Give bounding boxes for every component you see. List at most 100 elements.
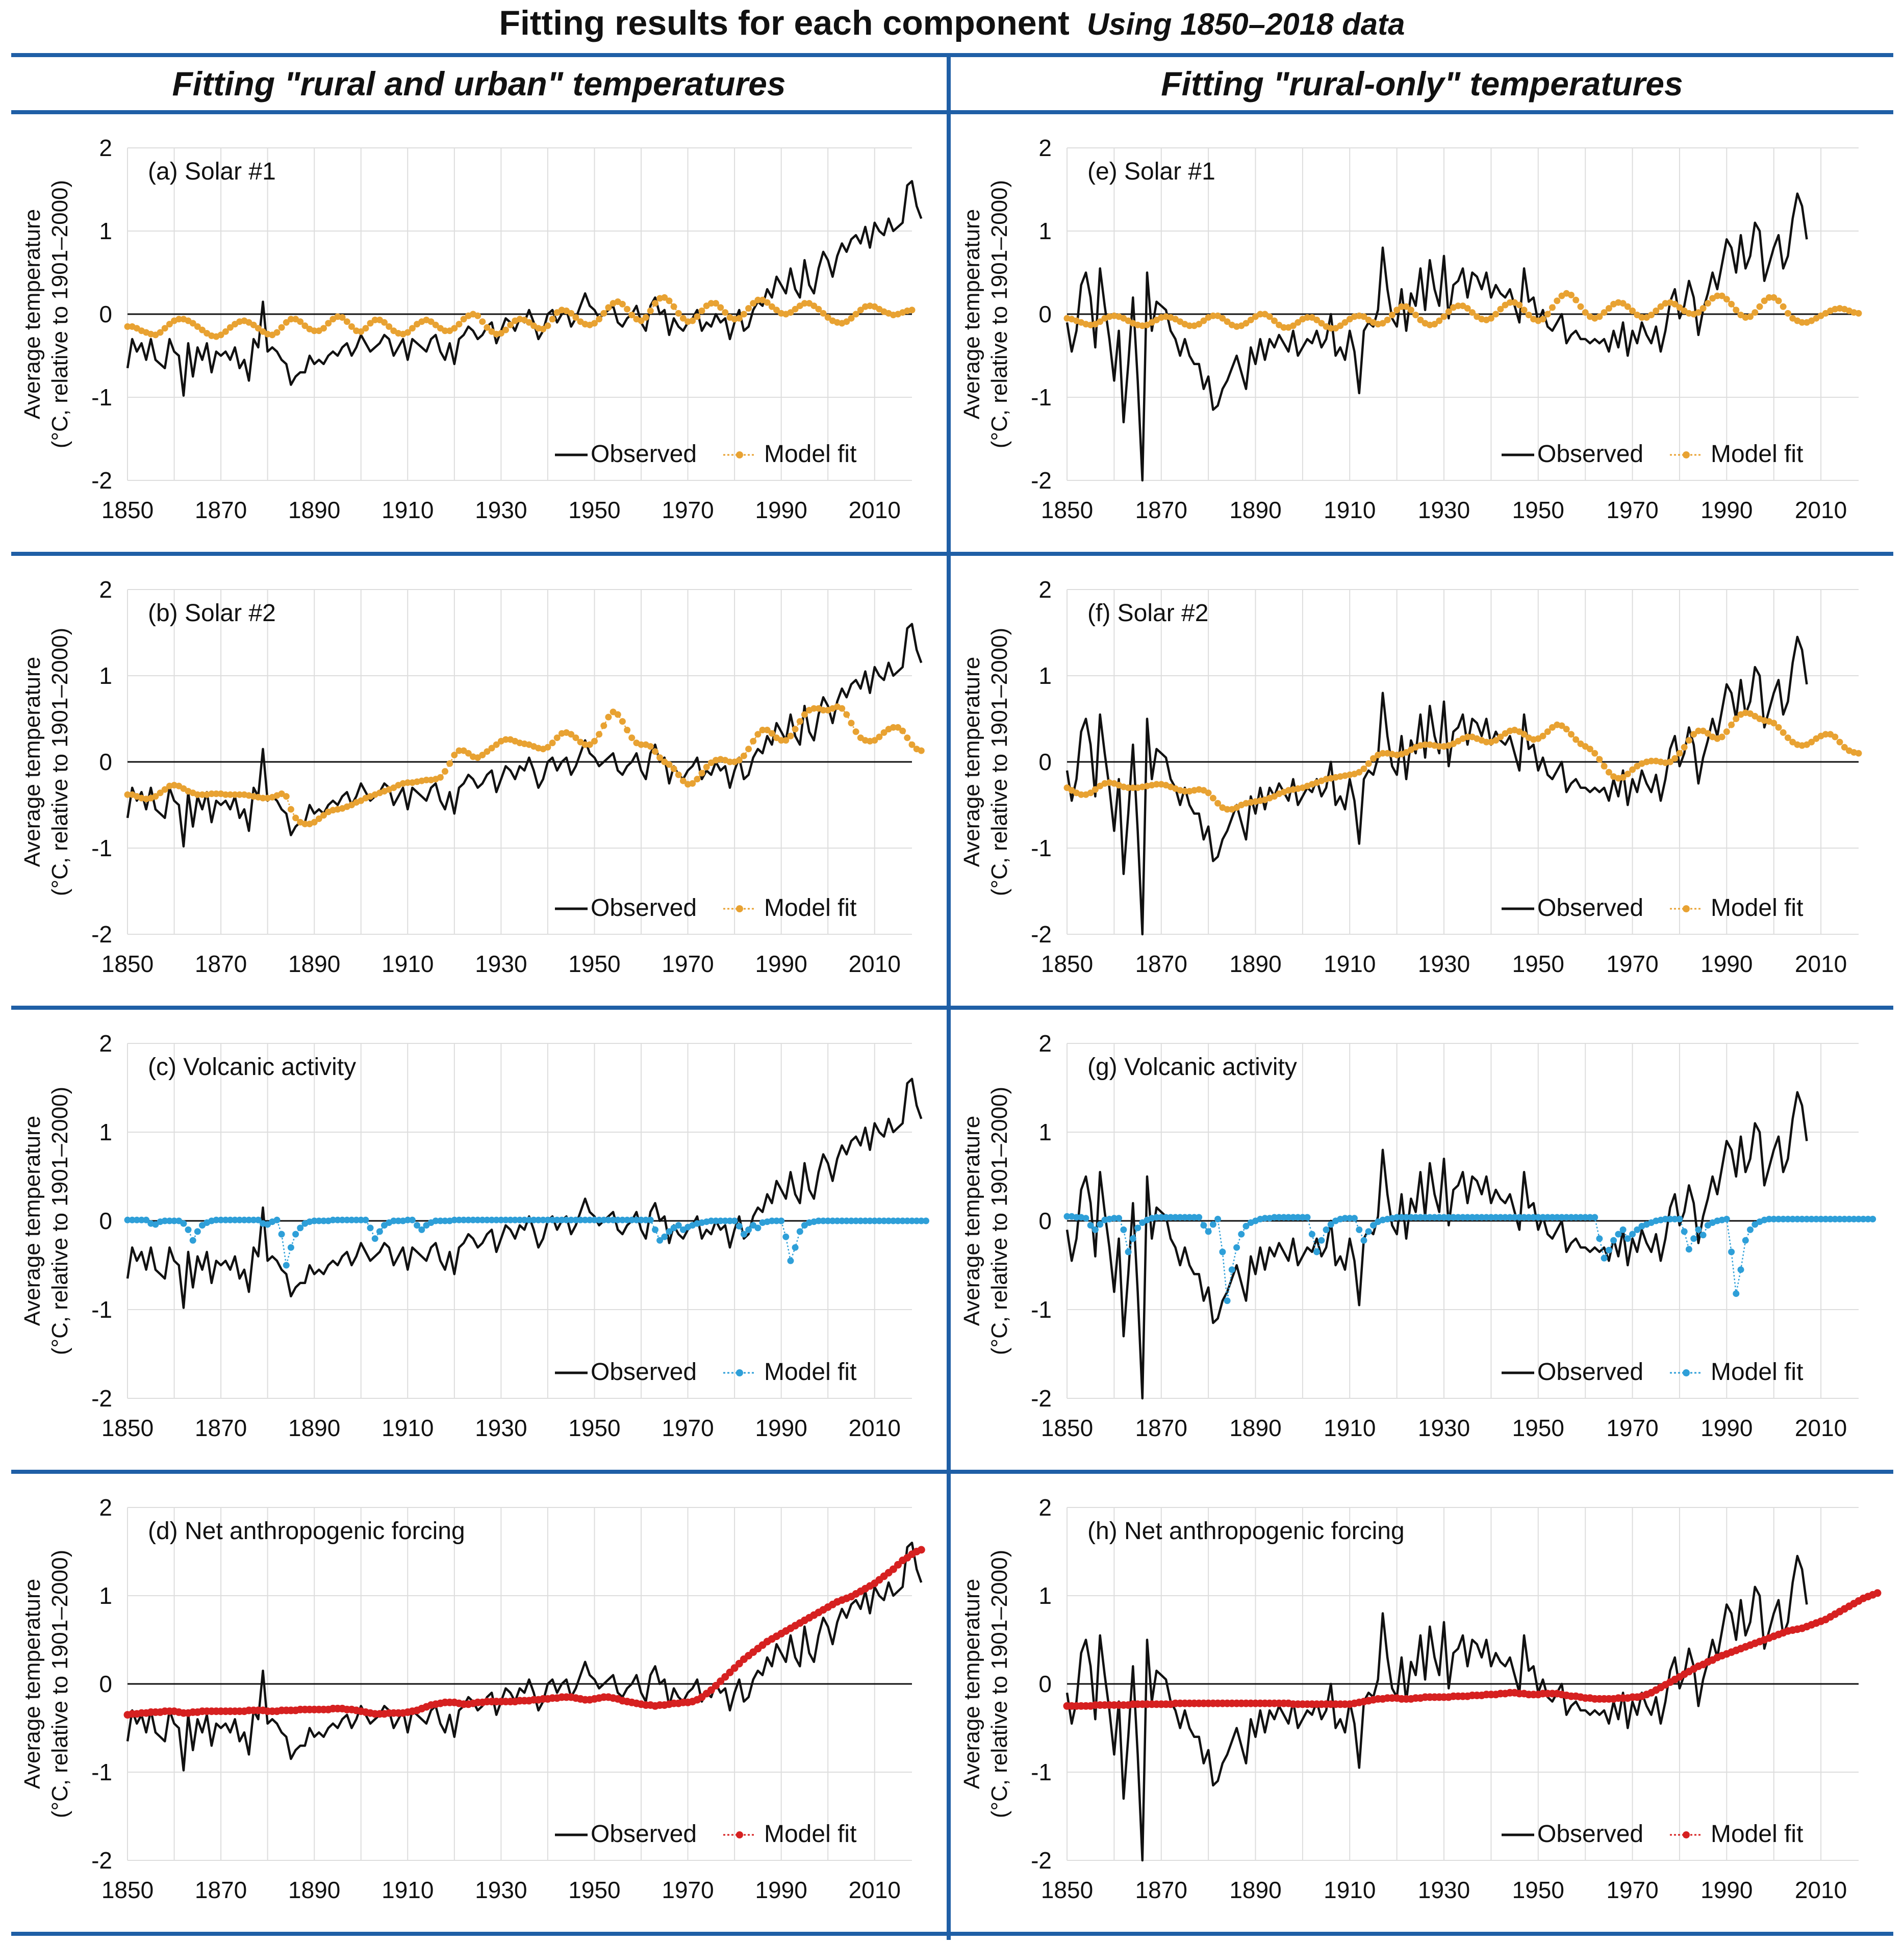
x-tick-label: 1950 <box>1512 497 1564 523</box>
model-fit-point <box>661 1233 668 1240</box>
x-tick-label: 1950 <box>568 1415 620 1441</box>
model-fit-point <box>628 734 636 741</box>
model-fit-point <box>1097 318 1104 325</box>
model-fit-point <box>1398 303 1405 310</box>
y-axis-label: (°C, relative to 1901–2000) <box>987 1550 1012 1818</box>
model-fit-point <box>521 1216 528 1223</box>
legend-observed-label: Observed <box>1537 1821 1643 1848</box>
model-fit-point <box>1766 294 1772 301</box>
model-fit-point <box>544 322 551 329</box>
y-tick-label: 2 <box>99 1494 112 1521</box>
model-fit-point <box>852 1217 859 1224</box>
model-fit-point <box>287 316 294 323</box>
legend-model-fit-marker <box>1683 905 1690 912</box>
model-fit-point <box>1596 756 1603 763</box>
model-fit-point <box>1648 757 1655 764</box>
y-axis-label: Average temperature <box>959 1579 984 1789</box>
model-fit-point <box>1629 1231 1636 1238</box>
series-model-fit-points <box>1063 709 1862 813</box>
model-fit-point <box>1619 300 1627 307</box>
x-tick-label: 1910 <box>1324 1877 1376 1903</box>
model-fit-point <box>297 318 304 325</box>
model-fit-point <box>1667 1216 1673 1222</box>
model-fit-point <box>1601 762 1608 770</box>
model-fit-point <box>1850 1216 1858 1222</box>
model-fit-point <box>455 321 463 328</box>
model-fit-point <box>624 305 631 313</box>
model-fit-point <box>1097 1221 1104 1228</box>
model-fit-point <box>656 754 664 761</box>
model-fit-point <box>1233 1244 1240 1251</box>
y-axis-label: Average temperature <box>20 1579 45 1789</box>
x-tick-label: 1890 <box>288 951 340 977</box>
model-fit-point <box>750 737 757 745</box>
model-fit-point <box>1690 1235 1697 1242</box>
model-fit-point <box>880 1217 887 1224</box>
series-model-fit-points <box>1063 1589 1882 1710</box>
model-fit-point <box>745 305 752 312</box>
model-fit-point <box>768 730 775 737</box>
model-fit-point <box>1158 1214 1165 1221</box>
model-fit-point <box>502 1216 509 1223</box>
model-fit-point <box>124 323 131 330</box>
model-fit-point <box>1087 1222 1094 1229</box>
x-tick-label: 1890 <box>1229 1877 1281 1903</box>
model-fit-point <box>358 328 365 335</box>
model-fit-point <box>1855 1216 1862 1222</box>
model-fit-point <box>801 300 808 307</box>
y-tick-label: 2 <box>99 135 112 161</box>
model-fit-point <box>619 300 626 308</box>
model-fit-point <box>656 1237 664 1244</box>
y-axis-label: (°C, relative to 1901–2000) <box>47 628 72 896</box>
model-fit-point <box>222 791 229 798</box>
model-fit-point <box>320 325 327 332</box>
model-fit-point <box>1601 309 1608 316</box>
legend-observed-label: Observed <box>1537 1359 1643 1386</box>
model-fit-point <box>1464 733 1471 740</box>
y-tick-label: 0 <box>99 749 112 775</box>
y-axis-label: (°C, relative to 1901–2000) <box>47 1550 72 1818</box>
model-fit-point <box>1313 316 1321 323</box>
model-fit-point <box>301 821 309 828</box>
model-fit-point <box>801 711 808 718</box>
model-fit-point <box>442 768 448 775</box>
x-tick-label: 2010 <box>1795 1415 1847 1441</box>
model-fit-point <box>670 303 677 310</box>
model-fit-point <box>1832 733 1839 740</box>
y-axis-label: (°C, relative to 1901–2000) <box>987 180 1012 448</box>
model-fit-point <box>460 316 467 323</box>
model-fit-point <box>544 744 551 751</box>
model-fit-point <box>236 1216 243 1223</box>
model-fit-point <box>1115 1215 1123 1222</box>
panel-title: (g) Volcanic activity <box>1087 1054 1297 1081</box>
model-fit-point <box>1313 1248 1321 1256</box>
model-fit-point <box>143 1216 150 1223</box>
model-fit-point <box>1308 1231 1315 1238</box>
legend-model-fit-marker <box>1683 1369 1690 1376</box>
model-fit-point <box>1798 319 1806 326</box>
model-fit-point <box>778 737 785 744</box>
model-fit-point <box>129 1216 136 1223</box>
model-fit-point <box>787 1257 794 1264</box>
model-fit-point <box>1365 760 1372 767</box>
x-tick-label: 1990 <box>755 497 807 523</box>
model-fit-point <box>596 316 603 323</box>
x-tick-label: 1870 <box>195 951 247 977</box>
x-tick-label: 1850 <box>101 1877 154 1903</box>
y-tick-label: 1 <box>1038 218 1052 244</box>
model-fit-point <box>1516 1214 1523 1221</box>
model-fit-point <box>703 763 710 771</box>
model-fit-point <box>1224 318 1231 325</box>
model-fit-point <box>1827 1216 1834 1222</box>
model-fit-point <box>217 331 224 339</box>
model-fit-point <box>1091 786 1099 793</box>
model-fit-point <box>1572 736 1580 743</box>
model-fit-point <box>810 302 818 310</box>
model-fit-point <box>1813 1216 1820 1222</box>
y-tick-label: -1 <box>1031 1759 1052 1785</box>
model-fit-point <box>1219 315 1226 322</box>
y-tick-label: -2 <box>91 1847 112 1874</box>
x-tick-label: 1850 <box>101 951 154 977</box>
model-fit-point <box>1464 305 1471 312</box>
model-fit-point <box>1586 1214 1593 1221</box>
